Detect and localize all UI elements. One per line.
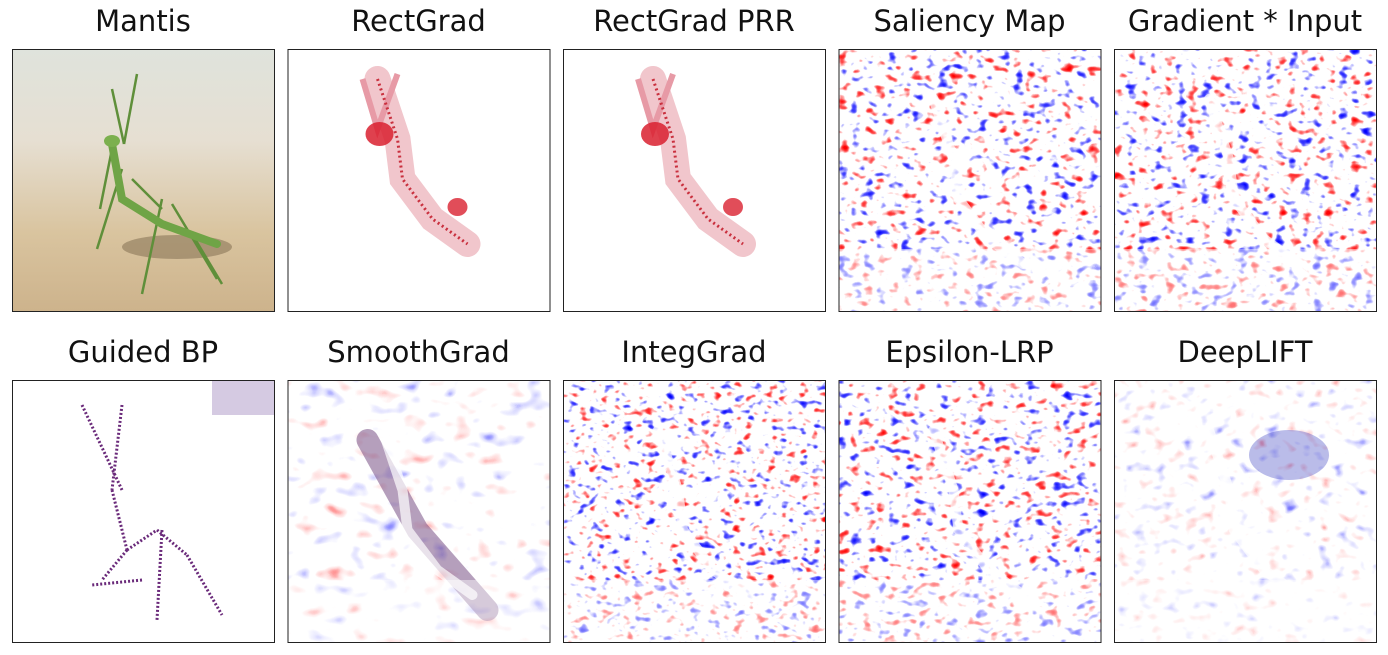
panel: Mantis	[12, 4, 275, 312]
attribution-mantis	[640, 66, 756, 257]
panel-title: RectGrad PRR	[593, 4, 795, 38]
panel-image	[287, 49, 550, 311]
mantis-leg	[98, 148, 114, 210]
panel-title: RectGrad	[351, 4, 486, 38]
attribution-noise	[838, 380, 1101, 642]
mantis-head	[104, 135, 120, 147]
mantis-silhouette	[1204, 94, 1304, 269]
attribution-mantis	[364, 66, 481, 257]
panel-frame	[12, 49, 275, 312]
panel-image	[563, 380, 825, 642]
mantis-silhouette	[928, 425, 1029, 600]
ground-fade	[1114, 580, 1376, 642]
panel: RectGrad PRR	[563, 4, 826, 312]
panel-image	[1114, 380, 1376, 642]
panel-frame	[1114, 380, 1377, 643]
panel: Saliency Map	[838, 4, 1102, 312]
attribution-stroke	[155, 529, 164, 621]
attribution-noise	[1114, 380, 1376, 642]
panel-title: Saliency Map	[873, 4, 1065, 38]
panel-frame	[563, 380, 826, 643]
panel-image	[563, 49, 825, 311]
attribution-noise	[838, 49, 1101, 311]
corner-noise	[212, 380, 274, 415]
panel-title: DeepLIFT	[1177, 335, 1312, 369]
panel-frame	[563, 49, 826, 312]
panel: DeepLIFT	[1114, 335, 1377, 643]
attribution-stroke	[100, 549, 129, 581]
panel: Gradient * Input	[1114, 4, 1377, 312]
panel: IntegGrad	[563, 335, 826, 643]
mantis-silhouette	[928, 94, 1029, 269]
attribution-noise	[563, 380, 825, 642]
panel-frame	[1114, 49, 1377, 312]
attribution-stroke	[185, 554, 224, 616]
panel-frame	[838, 49, 1102, 312]
panel-image	[12, 49, 274, 311]
panel-image	[838, 49, 1101, 311]
panel-title: Gradient * Input	[1128, 4, 1362, 38]
attribution-blob	[1249, 430, 1329, 480]
attribution-hotspot	[641, 122, 669, 146]
panel-title: Epsilon-LRP	[885, 335, 1053, 369]
attribution-noise	[1114, 49, 1376, 311]
mantis-silhouette	[653, 425, 753, 600]
panel: Guided BP	[12, 335, 275, 643]
mantis-silhouette	[377, 425, 478, 600]
ground-fade	[838, 249, 1101, 311]
panel-title: Guided BP	[68, 335, 218, 369]
panel-frame	[287, 380, 551, 643]
mantis-leg	[170, 203, 219, 280]
mantis-leg	[110, 88, 126, 145]
mantis-leg	[122, 73, 139, 145]
panel-image	[287, 380, 550, 642]
panel-image	[838, 380, 1101, 642]
attribution-hotspot	[447, 198, 468, 216]
attribution-noise	[287, 380, 550, 642]
ground-fade	[1114, 249, 1376, 311]
attribution-hotspot	[723, 198, 743, 216]
mantis-leg	[190, 233, 224, 285]
panel-title: SmoothGrad	[327, 335, 509, 369]
mantis-body	[108, 140, 221, 248]
ground-fade	[287, 580, 550, 642]
mantis-leg	[131, 178, 163, 210]
panel: RectGrad	[287, 4, 551, 312]
panel-image	[1114, 49, 1376, 311]
mantis-leg	[140, 198, 164, 295]
panel: SmoothGrad	[287, 335, 551, 643]
panel-image	[12, 380, 274, 642]
panel-title: Mantis	[95, 4, 191, 38]
attribution-hotspot	[365, 122, 394, 146]
panel-frame	[838, 380, 1102, 643]
ground-fade	[838, 580, 1101, 642]
mantis-silhouette	[1204, 425, 1304, 600]
photo-background	[12, 49, 274, 311]
attribution-stroke	[91, 578, 143, 587]
image-background	[12, 380, 274, 642]
panel: Epsilon-LRP	[838, 335, 1102, 643]
panel-title: IntegGrad	[621, 335, 766, 369]
ground-fade	[563, 580, 825, 642]
panel-frame	[287, 49, 551, 312]
attribution-stroke	[156, 528, 188, 557]
panel-frame	[12, 380, 275, 643]
